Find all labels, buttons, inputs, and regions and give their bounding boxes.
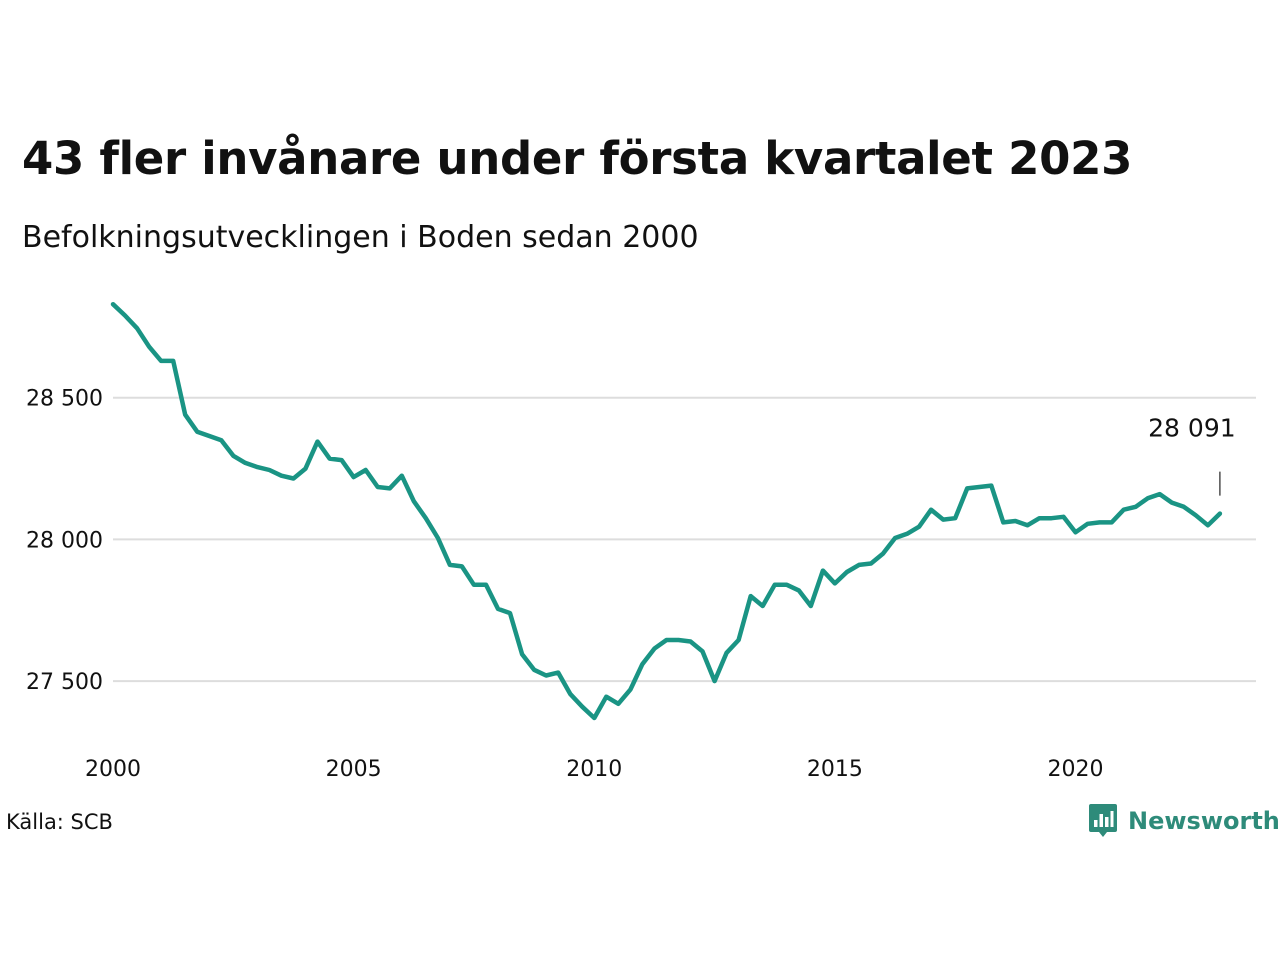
x-tick-label: 2010 [566,757,622,782]
x-tick-label: 2000 [85,757,141,782]
newsworthy-logo-text: Newsworthy [1128,807,1280,835]
x-tick-label: 2015 [807,757,863,782]
y-tick-label: 28 500 [26,387,103,412]
source-note: Källa: SCB [6,810,113,834]
chart-title: 43 fler invånare under första kvartalet … [22,132,1133,185]
x-tick-label: 2005 [326,757,382,782]
newsworthy-logo-icon [1089,804,1117,837]
end-value-label: 28 091 [1148,414,1235,443]
y-tick-label: 28 000 [26,528,103,553]
y-tick-label: 27 500 [26,670,103,695]
y-axis-tick-labels: 27 500 28 000 28 500 [26,387,103,695]
chart-subtitle: Befolkningsutvecklingen i Boden sedan 20… [22,220,699,255]
x-tick-label: 2020 [1048,757,1104,782]
newsworthy-logo: Newsworthy [1088,803,1280,839]
x-axis-tick-labels: 2000 2005 2010 2015 2020 [85,757,1104,782]
population-line [110,301,1223,721]
grid-lines [113,396,1256,683]
